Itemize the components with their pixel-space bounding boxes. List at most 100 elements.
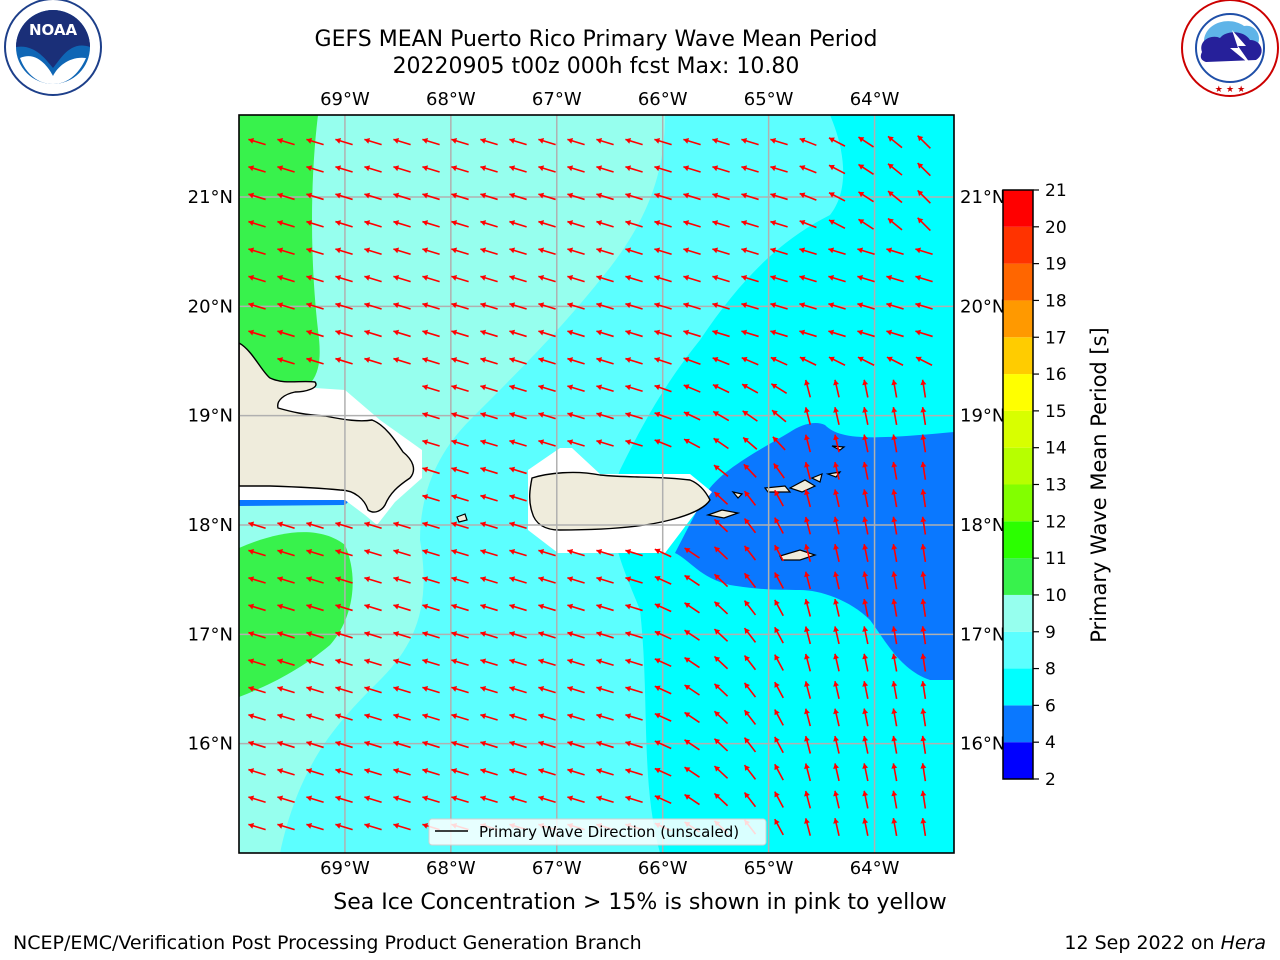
wave-arrow — [741, 383, 759, 394]
wave-arrow — [393, 165, 411, 173]
wave-arrow — [804, 790, 812, 809]
wave-arrow — [451, 165, 469, 173]
wave-arrow — [364, 795, 382, 803]
wave-arrow — [596, 439, 614, 447]
map-axis-labels: 69°W 69°W 68°W 68°W 67°W 67°W 66°W 66°W 65°W 65°W… — [188, 89, 1006, 879]
wave-arrow — [509, 439, 527, 447]
svg-text:★ ★ ★: ★ ★ ★ — [1215, 85, 1245, 95]
wave-arrow — [684, 574, 700, 587]
wave-arrow — [804, 407, 812, 425]
wave-arrow — [451, 411, 469, 420]
wave-arrow — [920, 763, 927, 782]
wave-arrow — [335, 192, 353, 201]
lat-label-right: 20°N — [960, 296, 1005, 317]
wave-arrow — [422, 768, 440, 776]
wave-arrow — [509, 768, 527, 776]
lon-label-bottom: 68°W — [426, 858, 476, 879]
wave-arrow — [773, 463, 785, 479]
wave-arrow — [567, 220, 585, 228]
wave-arrow — [393, 603, 411, 612]
wave-arrow — [364, 247, 382, 255]
lon-label-bottom: 66°W — [638, 858, 688, 879]
lat-label-right: 19°N — [960, 406, 1005, 427]
wave-arrow — [480, 576, 498, 584]
lon-label-bottom: 67°W — [532, 858, 582, 879]
wave-arrow — [567, 713, 585, 721]
sea-ice-note: Sea Ice Concentration > 15% is shown in … — [333, 890, 947, 915]
wave-arrow — [538, 631, 556, 639]
wave-arrow — [625, 631, 643, 639]
wave-arrow — [596, 768, 614, 776]
wave-arrow — [451, 740, 469, 749]
wave-arrow — [248, 576, 266, 584]
wave-arrow — [804, 544, 812, 562]
wave-arrow — [915, 247, 933, 255]
wave-arrow — [364, 357, 382, 365]
colorbar-segment — [1003, 521, 1033, 559]
wave-arrow — [538, 603, 556, 612]
lat-label-right: 16°N — [960, 734, 1005, 755]
wave-arrow — [772, 436, 786, 451]
wave-arrow — [828, 329, 846, 338]
wave-arrow — [248, 137, 266, 146]
map-region-4-6s — [675, 422, 954, 680]
wave-arrow — [480, 137, 498, 146]
wave-arrow — [915, 274, 933, 283]
wave-arrow — [248, 795, 266, 803]
wave-arrow — [625, 740, 643, 749]
wave-arrow — [920, 790, 927, 809]
wave-arrow — [335, 822, 353, 831]
wave-arrow — [770, 383, 788, 395]
wave-arrow — [335, 740, 353, 749]
wave-arrow — [833, 626, 840, 645]
wave-arrow — [770, 220, 788, 228]
wave-arrow — [684, 711, 700, 724]
wave-arrow — [596, 302, 614, 310]
credit-host: Hera — [1220, 932, 1266, 954]
wave-arrow — [306, 165, 324, 173]
wave-arrow — [833, 489, 840, 508]
wave-arrow — [393, 137, 411, 146]
wave-arrow — [306, 274, 324, 283]
lat-label-left: 21°N — [188, 187, 233, 208]
lon-label-bottom: 64°W — [850, 858, 900, 879]
wave-arrow — [451, 137, 469, 146]
wave-arrow — [625, 439, 643, 447]
wave-arrow — [509, 137, 527, 146]
wave-arrow — [596, 713, 614, 721]
wave-arrow — [480, 685, 498, 694]
chart-subtitle: 20220905 t00z 000h fcst Max: 10.80 — [392, 54, 800, 79]
wave-arrow — [625, 658, 643, 666]
wave-arrow — [277, 576, 295, 584]
wave-arrow — [771, 409, 787, 423]
wave-arrow — [770, 247, 788, 255]
wave-arrow — [364, 220, 382, 228]
colorbar-segment — [1003, 447, 1033, 485]
wave-arrow — [684, 629, 700, 641]
wave-arrow — [625, 795, 643, 803]
wave-arrow — [654, 603, 672, 613]
colorbar-segment — [1003, 742, 1033, 779]
wave-arrow — [306, 576, 324, 584]
wave-arrow — [567, 795, 585, 803]
wave-arrow — [683, 274, 701, 283]
wave-arrow — [654, 220, 672, 228]
wave-arrow — [306, 822, 324, 831]
wave-arrow — [741, 302, 759, 310]
wave-arrow — [567, 658, 585, 666]
wave-arrow — [654, 192, 672, 201]
wave-arrow — [862, 763, 869, 782]
chart-title: GEFS MEAN Puerto Rico Primary Wave Mean … — [314, 27, 878, 52]
wave-arrow — [683, 438, 701, 449]
wave-arrow — [920, 489, 927, 508]
wave-arrow — [538, 357, 556, 365]
wave-arrow — [277, 274, 295, 283]
wave-arrow — [422, 603, 440, 612]
wave-arrow — [804, 571, 812, 590]
wave-arrow — [833, 516, 840, 535]
wave-arrow — [393, 685, 411, 694]
wave-arrow — [654, 329, 672, 338]
colorbar-tick-label: 6 — [1045, 696, 1056, 716]
wave-arrow — [858, 136, 874, 148]
wave-arrow — [654, 357, 672, 365]
